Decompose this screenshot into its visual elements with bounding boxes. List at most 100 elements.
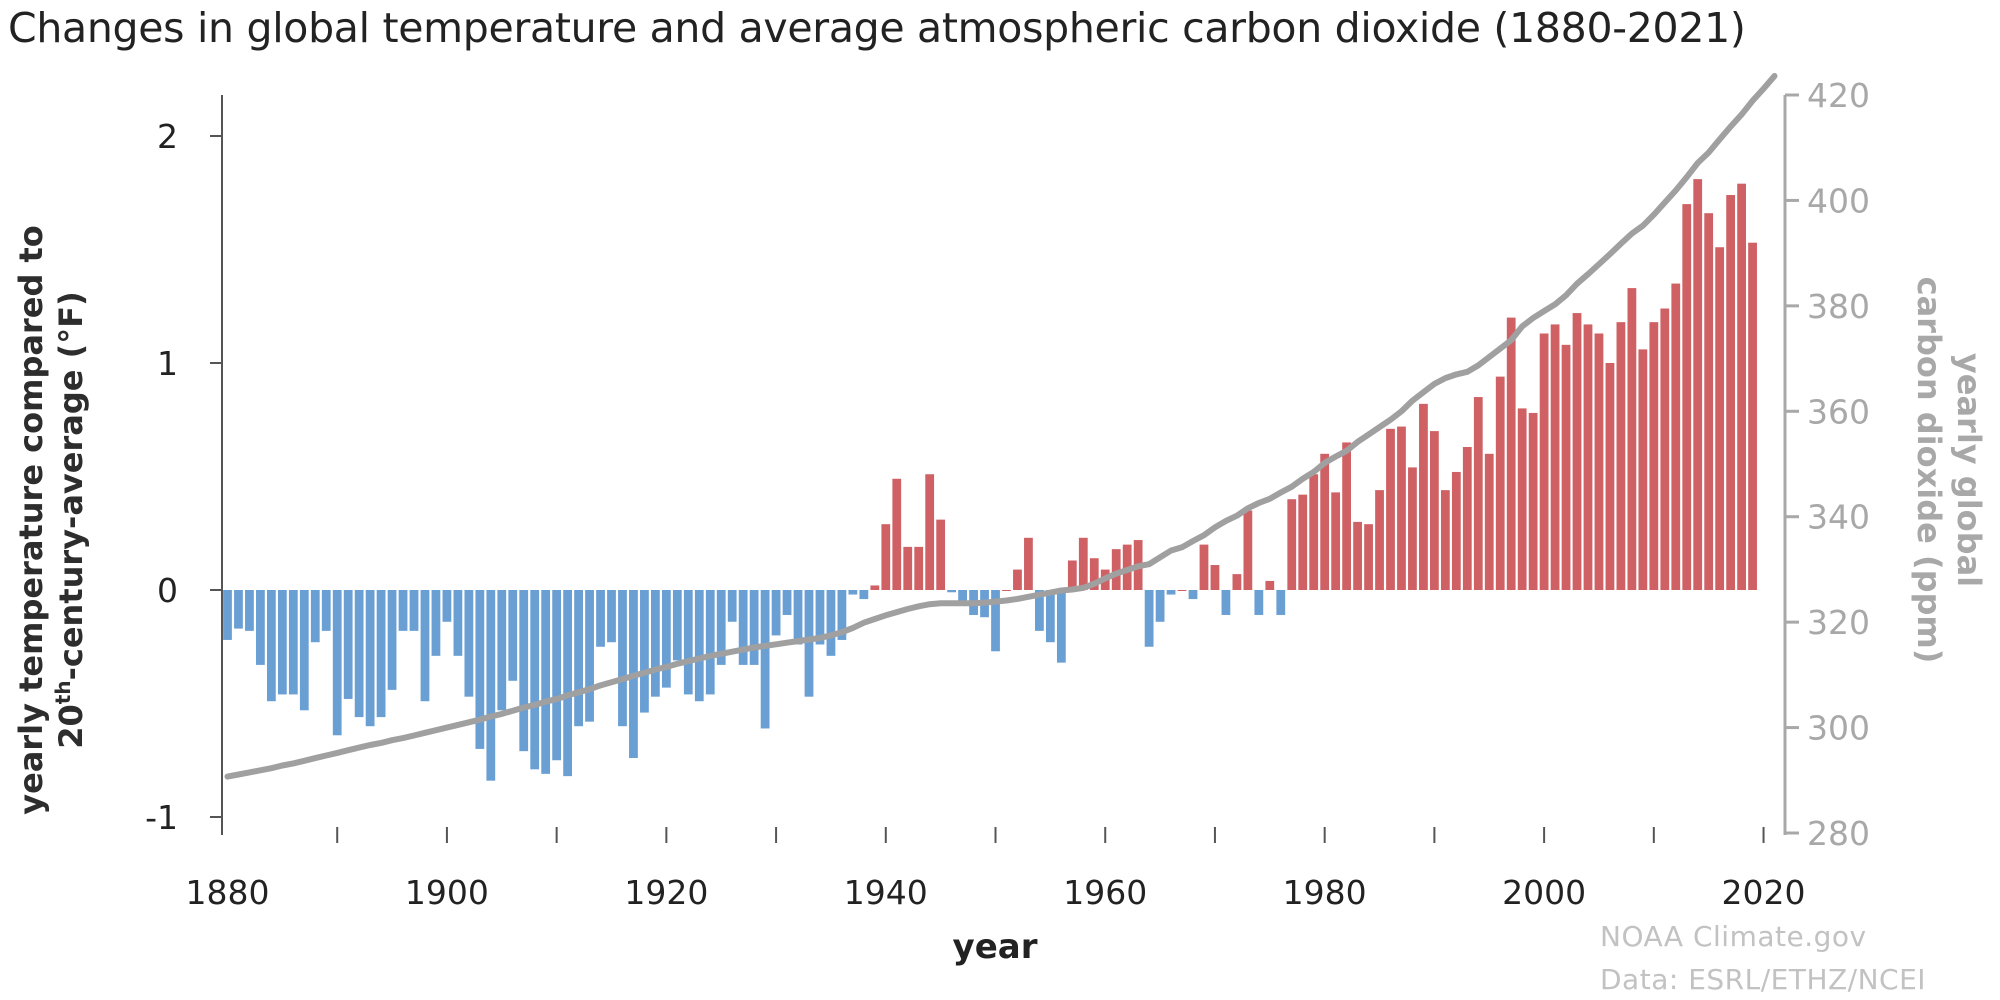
bar-1898 <box>420 590 430 702</box>
bar-1947 <box>958 590 967 606</box>
left-axis-label-line2-pre: 20 <box>52 704 90 749</box>
bar-1910 <box>552 590 562 761</box>
temperature-bars <box>223 179 1757 781</box>
bar-1979 <box>1309 474 1319 590</box>
bar-1958 <box>1078 537 1088 590</box>
bar-1914 <box>596 590 605 647</box>
x-tick-label-1900: 1900 <box>405 873 489 912</box>
bar-2006 <box>1605 363 1615 590</box>
bar-1926 <box>727 590 737 622</box>
bar-2015 <box>1704 213 1714 590</box>
left-tick-label-2: 2 <box>157 117 178 156</box>
bar-1951 <box>1002 590 1011 591</box>
left-axis-label-line1: yearly temperature compared to <box>12 225 50 815</box>
x-tick-label-1920: 1920 <box>624 873 708 912</box>
bar-2018 <box>1737 183 1746 591</box>
bar-1912 <box>574 590 583 727</box>
credit-data: Data: ESRL/ETHZ/NCEI <box>1600 963 1927 996</box>
bar-1882 <box>245 590 254 631</box>
bar-1956 <box>1056 590 1066 663</box>
bar-2000 <box>1539 333 1549 590</box>
bar-2014 <box>1693 179 1703 590</box>
bar-1989 <box>1419 403 1428 590</box>
bar-1967 <box>1177 590 1187 591</box>
bar-1887 <box>299 590 309 711</box>
bar-1959 <box>1089 558 1099 590</box>
bar-1933 <box>804 590 814 697</box>
bar-1966 <box>1166 590 1176 595</box>
bar-1971 <box>1221 590 1231 615</box>
bar-1964 <box>1144 590 1154 647</box>
bar-1969 <box>1199 544 1209 590</box>
bar-1955 <box>1045 590 1055 643</box>
bar-2004 <box>1583 324 1593 590</box>
bar-1901 <box>453 590 463 656</box>
bar-1924 <box>705 590 715 695</box>
axes: 2 1 0 -1 420 400 380 360 340 320 300 280 1880 1900 192… <box>145 76 1870 912</box>
bar-1880 <box>223 590 232 640</box>
bar-1996 <box>1495 376 1505 590</box>
bar-1946 <box>947 590 957 593</box>
bar-1957 <box>1067 560 1077 590</box>
bar-1954 <box>1035 590 1044 631</box>
bar-1899 <box>431 590 441 656</box>
bar-1913 <box>585 590 594 722</box>
credit-source: NOAA Climate.gov <box>1600 920 1867 953</box>
x-tick-label-2000: 2000 <box>1502 873 1586 912</box>
co2-series <box>224 73 1778 780</box>
bar-1972 <box>1232 574 1242 590</box>
bar-1976 <box>1276 590 1286 615</box>
bar-1990 <box>1430 431 1439 590</box>
bar-1915 <box>607 590 616 643</box>
right-tick-label-420: 420 <box>1807 76 1870 115</box>
left-axis-label-sup: th <box>51 680 75 704</box>
bar-1935 <box>826 590 836 656</box>
bar-1931 <box>782 590 792 615</box>
bar-1983 <box>1353 521 1362 590</box>
bar-1941 <box>892 478 902 590</box>
bar-1937 <box>848 590 858 595</box>
bar-1885 <box>277 590 287 695</box>
bar-2017 <box>1726 195 1736 590</box>
bar-1930 <box>771 590 781 636</box>
co2-line <box>224 73 1778 780</box>
bar-2012 <box>1671 283 1681 590</box>
bar-1939 <box>870 585 880 590</box>
bar-1987 <box>1397 426 1406 590</box>
bar-1970 <box>1210 565 1220 590</box>
right-axis-title: yearly global carbon dioxide (ppm) <box>1910 277 1988 664</box>
bar-2008 <box>1627 288 1637 590</box>
bar-1906 <box>508 590 518 681</box>
bar-1904 <box>486 590 496 781</box>
bar-1945 <box>936 519 946 590</box>
x-tick-label-2020: 2020 <box>1722 873 1806 912</box>
bar-1992 <box>1451 471 1461 590</box>
bar-1942 <box>903 546 913 590</box>
bar-1993 <box>1462 446 1472 590</box>
bar-1925 <box>716 590 726 665</box>
bar-2016 <box>1715 247 1725 591</box>
right-tick-label-280: 280 <box>1807 814 1870 853</box>
right-tick-label-400: 400 <box>1807 181 1870 220</box>
bar-1943 <box>914 546 924 590</box>
bar-1916 <box>618 590 627 727</box>
right-tick-label-360: 360 <box>1807 392 1870 431</box>
bar-1908 <box>530 590 540 770</box>
left-tick-label-1: 1 <box>157 344 178 383</box>
bar-1923 <box>694 590 704 702</box>
bar-1995 <box>1484 453 1494 590</box>
bar-1927 <box>738 590 748 665</box>
bar-1900 <box>442 590 452 622</box>
right-tick-label-320: 320 <box>1807 603 1870 642</box>
right-axis-label-line1: yearly global <box>1950 353 1988 587</box>
right-tick-label-340: 340 <box>1807 498 1870 537</box>
bar-2003 <box>1572 313 1582 590</box>
bar-1920 <box>661 590 671 688</box>
bar-1974 <box>1254 590 1264 615</box>
right-axis-label-line2: carbon dioxide (ppm) <box>1910 277 1948 664</box>
x-tick-label-1880: 1880 <box>185 873 269 912</box>
bar-2011 <box>1660 308 1670 590</box>
bar-1895 <box>387 590 397 690</box>
bar-2019 <box>1748 242 1757 590</box>
